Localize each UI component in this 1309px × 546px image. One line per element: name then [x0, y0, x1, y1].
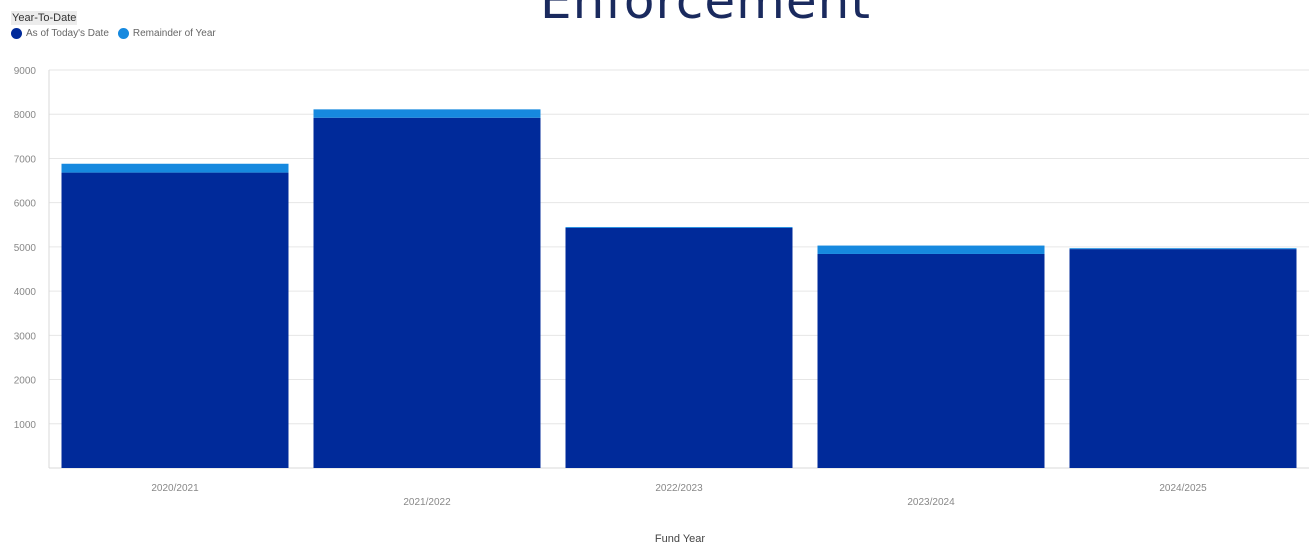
- legend-item-as-of-today[interactable]: As of Today's Date: [11, 28, 109, 39]
- bar-remainder-of-year[interactable]: [61, 163, 289, 173]
- y-tick-label: 3000: [14, 331, 37, 342]
- chart-legend: As of Today's Date Remainder of Year: [11, 28, 225, 39]
- legend-dot-icon: [117, 28, 129, 39]
- bar-remainder-of-year[interactable]: [313, 109, 541, 118]
- bar-remainder-of-year[interactable]: [565, 226, 793, 228]
- y-tick-label: 8000: [14, 110, 37, 121]
- x-tick-label: 2023/2024: [907, 497, 955, 508]
- y-tick-label: 2000: [14, 376, 37, 387]
- x-tick-label: 2022/2023: [655, 483, 703, 494]
- y-tick-label: 5000: [14, 243, 37, 254]
- y-tick-label: 4000: [14, 287, 37, 298]
- bar-remainder-of-year[interactable]: [817, 245, 1045, 254]
- x-tick-label: 2024/2025: [1159, 483, 1207, 494]
- period-label: Year-To-Date: [11, 11, 78, 25]
- x-axis-title: Fund Year: [655, 533, 705, 545]
- y-tick-label: 7000: [14, 154, 37, 165]
- legend-item-remainder-of-year[interactable]: Remainder of Year: [117, 28, 216, 39]
- bar-as-of-today[interactable]: [817, 253, 1045, 468]
- chart-title: Enforcement: [540, 0, 871, 30]
- y-tick-label: 6000: [14, 199, 37, 210]
- x-tick-label: 2020/2021: [151, 483, 199, 494]
- y-tick-label: 1000: [14, 420, 37, 431]
- bar-as-of-today[interactable]: [565, 227, 793, 468]
- legend-label: Remainder of Year: [132, 28, 216, 39]
- bar-as-of-today[interactable]: [1069, 249, 1297, 468]
- x-tick-label: 2021/2022: [403, 497, 451, 508]
- y-tick-label: 9000: [14, 66, 37, 77]
- bar-remainder-of-year[interactable]: [1069, 248, 1297, 250]
- bar-as-of-today[interactable]: [61, 172, 289, 468]
- legend-dot-icon: [11, 28, 22, 39]
- legend-label: As of Today's Date: [26, 28, 109, 39]
- bar-as-of-today[interactable]: [313, 117, 541, 468]
